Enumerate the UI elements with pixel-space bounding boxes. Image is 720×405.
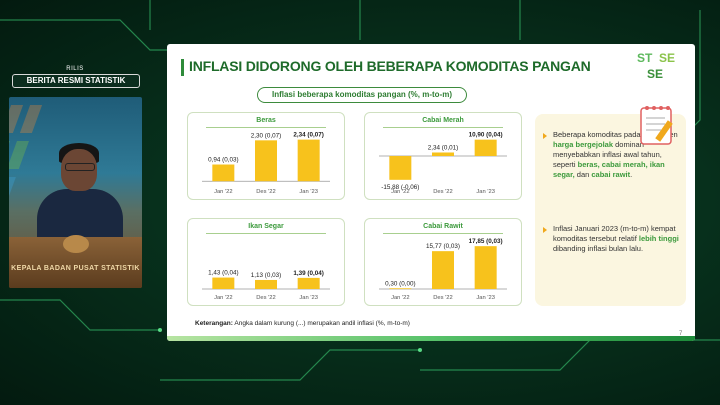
speaker-glasses <box>65 163 95 171</box>
brs-label: BERITA RESMI STATISTIK <box>12 74 140 88</box>
summary-text: Inflasi Januari 2023 (m-to-m) kempat kom… <box>553 224 679 253</box>
card-divider <box>206 233 326 234</box>
summary-item: Beberapa komoditas pada komponen harga b… <box>543 130 679 180</box>
chart-card-cabai-merah: Cabai Merah -15,88 (-0,06) Jan '22 2,34 (0… <box>364 112 522 200</box>
category-label: Des '22 <box>433 189 452 195</box>
bar <box>212 164 235 182</box>
category-label: Jan '23 <box>299 189 318 195</box>
chart-title: Ikan Segar <box>248 223 284 230</box>
category-label: Jan '22 <box>214 295 233 301</box>
bar <box>389 156 412 180</box>
category-label: Des '22 <box>256 189 275 195</box>
summary-panel: Beberapa komoditas pada komponen harga b… <box>535 114 686 306</box>
summary-item: Inflasi Januari 2023 (m-to-m) kempat kom… <box>543 224 679 254</box>
svg-text:SE: SE <box>659 51 675 65</box>
page-number: 7 <box>679 331 683 337</box>
category-label: Des '22 <box>433 295 452 301</box>
bar <box>389 288 412 290</box>
chart-svg: 0,30 (0,00) Jan '22 15,77 (0,03) Des '22 17,… <box>379 238 507 301</box>
bar <box>297 139 320 182</box>
slide-title: INFLASI DIDORONG OLEH BEBERAPA KOMODITAS… <box>189 58 591 74</box>
bar <box>432 251 454 289</box>
data-label: 0,30 (0,00) <box>385 280 415 287</box>
svg-text:SE: SE <box>647 67 663 81</box>
sts-logo-icon: ST SE SE <box>637 51 675 81</box>
chart-title: Beras <box>256 117 276 124</box>
rilis-label: RILIS <box>66 66 84 72</box>
bar <box>212 277 235 289</box>
bar <box>255 140 277 182</box>
chart-title: Cabai Rawit <box>423 223 463 230</box>
category-label: Des '22 <box>256 295 275 301</box>
chart-card-cabai-rawit: Cabai Rawit 0,30 (0,00) Jan '22 15,77 (0,0… <box>364 218 522 306</box>
bps-logo-icon <box>9 105 43 205</box>
chart-svg: -15,88 (-0,06)Jan '22 2,34 (0,01) Des '22 1… <box>379 132 507 195</box>
card-divider <box>383 233 503 234</box>
bar <box>432 152 454 156</box>
bottom-stripe <box>167 336 695 341</box>
title-accent <box>181 59 184 76</box>
chart-card-ikan-segar: Ikan Segar 1,43 (0,04) Jan '22 1,13 (0,03)… <box>187 218 345 306</box>
chart-svg: 1,43 (0,04) Jan '22 1,13 (0,03) Des '22 1,39… <box>202 270 330 301</box>
speaker-caption: KEPALA BADAN PUSAT STATISTIK <box>11 265 140 272</box>
notepad-icon <box>640 106 673 145</box>
data-label: 17,85 (0,03) <box>469 238 503 245</box>
data-label: 1,13 (0,03) <box>251 272 281 279</box>
bar <box>474 139 497 156</box>
category-label: Jan '23 <box>476 189 495 195</box>
category-label: Jan '22 <box>214 189 233 195</box>
footnote: Keterangan: Angka dalam kurung (...) mer… <box>195 320 410 327</box>
summary-text: Beberapa komoditas pada komponen harga b… <box>553 130 678 179</box>
bar <box>474 246 497 289</box>
data-label: 10,90 (0,04) <box>469 132 503 139</box>
chart-title: Cabai Merah <box>422 117 464 124</box>
rilis-header: RILIS BERITA RESMI STATISTIK <box>8 66 142 88</box>
garuda-emblem-icon <box>63 235 89 253</box>
category-label: Jan '22 <box>391 189 410 195</box>
svg-text:ST: ST <box>637 51 653 65</box>
data-label: 0,94 (0,03) <box>208 157 238 164</box>
category-label: Jan '22 <box>391 295 410 301</box>
chart-svg: 0,94 (0,03) Jan '22 2,30 (0,07) Des '22 2,34… <box>202 132 330 195</box>
data-label: 1,39 (0,04) <box>293 270 323 277</box>
data-label: -15,88 (-0,06) <box>381 184 419 191</box>
card-divider <box>206 127 326 128</box>
chart-card-beras: Beras 0,94 (0,03) Jan '22 2,30 (0,07) Des '… <box>187 112 345 200</box>
data-label: 2,34 (0,07) <box>293 132 323 139</box>
data-label: 2,34 (0,01) <box>428 144 458 151</box>
chart-subtitle: Inflasi beberapa komoditas pangan (%, m-… <box>257 87 467 103</box>
data-label: 15,77 (0,03) <box>426 243 460 250</box>
bar <box>297 277 320 289</box>
bar <box>255 279 277 289</box>
speaker-video: KEPALA BADAN PUSAT STATISTIK <box>9 97 142 288</box>
card-divider <box>383 127 503 128</box>
category-label: Jan '23 <box>476 295 495 301</box>
category-label: Jan '23 <box>299 295 318 301</box>
bullet-icon <box>543 133 547 139</box>
presentation-slide: INFLASI DIDORONG OLEH BEBERAPA KOMODITAS… <box>167 44 695 341</box>
data-label: 2,30 (0,07) <box>251 132 281 139</box>
bullet-icon <box>543 227 547 233</box>
data-label: 1,43 (0,04) <box>208 270 238 277</box>
